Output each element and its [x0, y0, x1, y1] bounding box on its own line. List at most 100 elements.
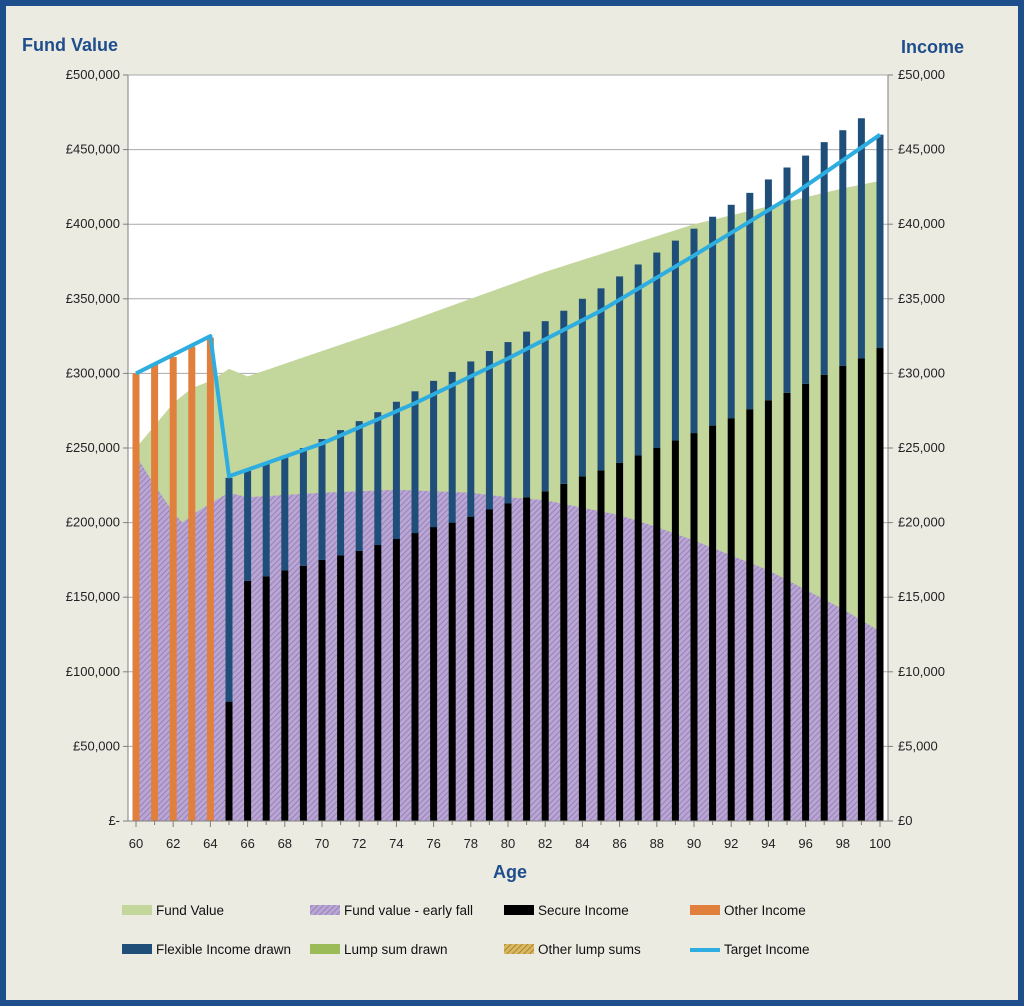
- target-income-line: [135, 133, 882, 479]
- y-left-tick-label: £200,000: [66, 515, 120, 530]
- flexible-income-bar: [318, 439, 326, 560]
- secure-income-bar: [616, 462, 624, 821]
- axes: [123, 74, 893, 827]
- x-tick-label: 92: [724, 836, 738, 851]
- x-tick-label: 84: [575, 836, 589, 851]
- secure-income-bar: [392, 539, 400, 821]
- flexible-income-bar: [392, 401, 400, 540]
- legend-label: Fund Value: [156, 903, 224, 918]
- secure-income-bar: [430, 527, 438, 821]
- x-tick-label: 98: [836, 836, 850, 851]
- other-income-bar: [169, 356, 177, 821]
- x-tick-label: 80: [501, 836, 515, 851]
- secure-income-bar: [764, 400, 772, 821]
- y-left-tick-label: £150,000: [66, 589, 120, 604]
- legend-item: Lump sum drawn: [310, 942, 448, 957]
- x-tick-label: 86: [612, 836, 626, 851]
- y-right-axis-title: Income: [901, 37, 964, 57]
- flexible-income-bar: [616, 276, 624, 463]
- secure-income-bar: [281, 570, 289, 821]
- legend-item: Other lump sums: [504, 942, 641, 957]
- flexible-income-bar: [727, 204, 735, 419]
- flexible-income-bar: [857, 118, 865, 359]
- secure-income-bar: [783, 392, 791, 821]
- other-income-bar: [132, 373, 140, 821]
- y-left-axis-title: Fund Value: [22, 35, 118, 55]
- secure-income-bar: [448, 522, 456, 821]
- x-tick-label: 76: [426, 836, 440, 851]
- x-tick-label: 62: [166, 836, 180, 851]
- secure-income-bar: [355, 550, 363, 821]
- x-axis-title: Age: [493, 862, 527, 882]
- y-left-tick-label: £50,000: [73, 738, 120, 753]
- x-tick-label: 82: [538, 836, 552, 851]
- secure-income-bar: [318, 559, 326, 821]
- flexible-income-bar: [374, 412, 382, 545]
- legend-item: Fund Value: [122, 903, 224, 918]
- y-left-tick-label: £500,000: [66, 67, 120, 82]
- flexible-income-bar: [225, 477, 233, 702]
- legend-item: Flexible Income drawn: [122, 942, 291, 957]
- flexible-income-bar: [262, 462, 270, 577]
- x-tick-label: 88: [650, 836, 664, 851]
- flexible-income-bar: [709, 216, 717, 426]
- flexible-income-bar: [597, 288, 605, 471]
- flexible-income-bar: [281, 455, 289, 571]
- secure-income-bar: [485, 509, 493, 821]
- secure-income-bar: [857, 358, 865, 821]
- secure-income-bar: [523, 497, 531, 821]
- other-income-bar: [188, 346, 196, 821]
- secure-income-bar: [299, 565, 307, 821]
- flexible-income-bar: [690, 228, 698, 434]
- flexible-income-bar: [820, 142, 828, 375]
- flexible-income-bar: [653, 252, 661, 448]
- y-left-tick-label: £450,000: [66, 142, 120, 157]
- y-left-tick-label: £300,000: [66, 365, 120, 380]
- legend-swatch: [690, 905, 720, 915]
- y-right-tick-label: £40,000: [898, 216, 945, 231]
- x-tick-label: 64: [203, 836, 217, 851]
- flexible-income-bar: [430, 380, 438, 528]
- x-tick-label: 70: [315, 836, 329, 851]
- chart-frame: Fund Value Income Age £- £50,000 £100,000 £…: [6, 6, 1018, 1000]
- secure-income-bar: [634, 455, 642, 821]
- legend-swatch: [504, 944, 534, 954]
- x-tick-label: 66: [240, 836, 254, 851]
- y-right-tick-label: £0: [898, 813, 912, 828]
- legend-label: Target Income: [724, 942, 810, 957]
- flexible-income-bar: [467, 361, 475, 517]
- flexible-income-bar: [671, 240, 679, 441]
- bar-series: [132, 118, 884, 821]
- secure-income-bar: [541, 491, 549, 821]
- secure-income-bar: [839, 365, 847, 821]
- x-tick-label: 96: [798, 836, 812, 851]
- other-income-bar: [151, 364, 159, 821]
- flexible-income-bar: [560, 310, 568, 484]
- secure-income-bar: [225, 701, 233, 821]
- x-tick-label: 78: [464, 836, 478, 851]
- flexible-income-bar: [634, 264, 642, 456]
- secure-income-bar: [802, 383, 810, 821]
- secure-income-bar: [411, 533, 419, 821]
- flexible-income-bar: [578, 298, 586, 477]
- legend-label: Fund value - early fall: [344, 903, 473, 918]
- secure-income-bar: [597, 470, 605, 821]
- x-tick-label: 60: [129, 836, 143, 851]
- y-right-tick-label: £15,000: [898, 589, 945, 604]
- x-tick-label: 94: [761, 836, 775, 851]
- legend-label: Other Income: [724, 903, 806, 918]
- secure-income-bar: [262, 576, 270, 821]
- x-tick-label: 74: [389, 836, 403, 851]
- legend-swatch: [310, 905, 340, 915]
- y-right-tick-label: £5,000: [898, 738, 938, 753]
- legend-swatch: [122, 905, 152, 915]
- flexible-income-bar: [802, 155, 810, 384]
- legend-item: Target Income: [690, 942, 810, 957]
- legend-item: Fund value - early fall: [310, 903, 473, 918]
- secure-income-bar: [653, 448, 661, 821]
- secure-income-bar: [820, 374, 828, 821]
- secure-income-bar: [504, 503, 512, 821]
- y-right-tick-label: £25,000: [898, 440, 945, 455]
- secure-income-bar: [727, 418, 735, 821]
- secure-income-bar: [746, 409, 754, 821]
